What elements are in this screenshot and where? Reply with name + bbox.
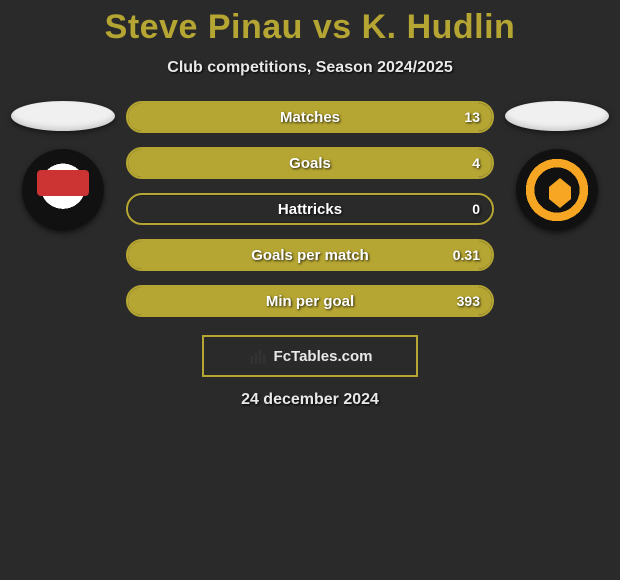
title-vs: vs [303,8,362,46]
stat-bar: 0Hattricks [126,193,494,225]
stat-bars: 13Matches 4Goals 0Hattricks 0.31Goals per m… [118,101,502,317]
brand-badge: FcTables.com [202,335,418,377]
page-title: Steve Pinau vs K. Hudlin [0,0,620,47]
right-flag-icon [505,101,609,131]
bar-chart-icon [248,346,268,366]
stat-bar: 13Matches [126,101,494,133]
bar-label: Hattricks [128,195,492,223]
bar-fill-right [128,103,492,131]
title-player-left: Steve Pinau [105,8,303,46]
comparison-row: 13Matches 4Goals 0Hattricks 0.31Goals per m… [0,101,620,317]
stat-bar: 0.31Goals per match [126,239,494,271]
left-player-col [8,101,118,231]
stat-bar: 4Goals [126,147,494,179]
title-player-right: K. Hudlin [362,8,516,46]
left-flag-icon [11,101,115,131]
bar-value-right: 4 [472,149,480,177]
bar-fill-right [128,149,492,177]
bar-fill-right [128,241,492,269]
bar-fill-right [128,287,492,315]
bar-value-right: 393 [457,287,480,315]
subtitle: Club competitions, Season 2024/2025 [0,59,620,77]
brand-text: FcTables.com [274,348,373,365]
bar-value-right: 13 [464,103,480,131]
right-club-crest-icon [516,149,598,231]
bar-value-right: 0.31 [453,241,480,269]
date-text: 24 december 2024 [0,391,620,409]
bar-value-right: 0 [472,195,480,223]
left-club-crest-icon [22,149,104,231]
stat-bar: 393Min per goal [126,285,494,317]
right-player-col [502,101,612,231]
